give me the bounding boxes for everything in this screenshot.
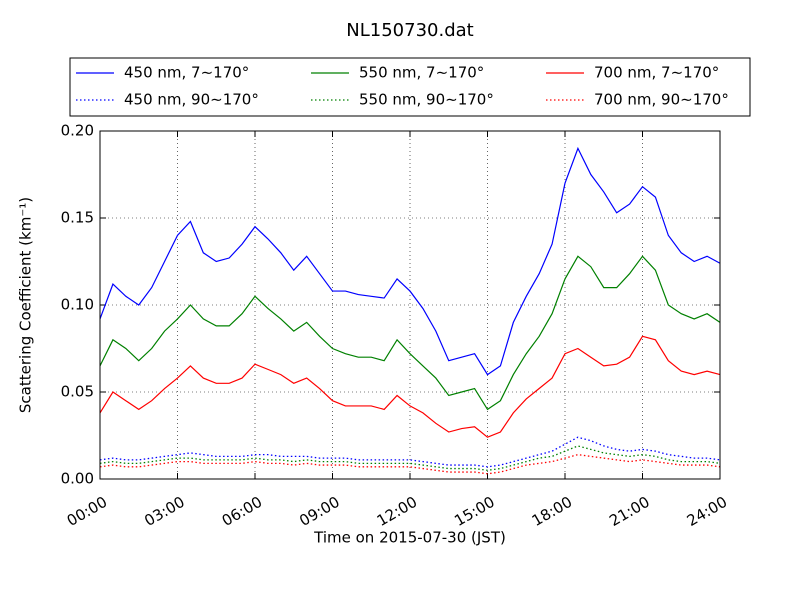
legend-label: 700 nm, 7∼170°	[594, 64, 719, 82]
series-line	[99, 445, 721, 471]
legend-label: 550 nm, 7∼170°	[359, 64, 484, 82]
series-line	[99, 146, 721, 376]
legend-box	[69, 57, 751, 117]
series-line	[99, 335, 721, 438]
chart-title: NL150730.dat	[346, 20, 473, 41]
legend-label: 550 nm, 90∼170°	[359, 91, 494, 109]
series-line	[99, 255, 721, 411]
y-axis-label: Scattering Coefficient (km⁻¹)	[17, 197, 35, 413]
y-tick-label: 0.20	[61, 122, 94, 140]
x-axis-label: Time on 2015-07-30 (JST)	[313, 529, 506, 547]
y-tick-label: 0.05	[61, 383, 94, 401]
y-tick-label: 0.15	[61, 209, 94, 227]
legend-label: 450 nm, 90∼170°	[124, 91, 259, 109]
y-tick-label: 0.10	[61, 296, 94, 314]
series-line	[99, 453, 721, 475]
legend-label: 450 nm, 7∼170°	[124, 64, 249, 82]
legend-label: 700 nm, 90∼170°	[594, 91, 729, 109]
series-line	[99, 436, 721, 468]
y-tick-label: 0.00	[61, 470, 94, 488]
plot-frame	[99, 130, 721, 480]
